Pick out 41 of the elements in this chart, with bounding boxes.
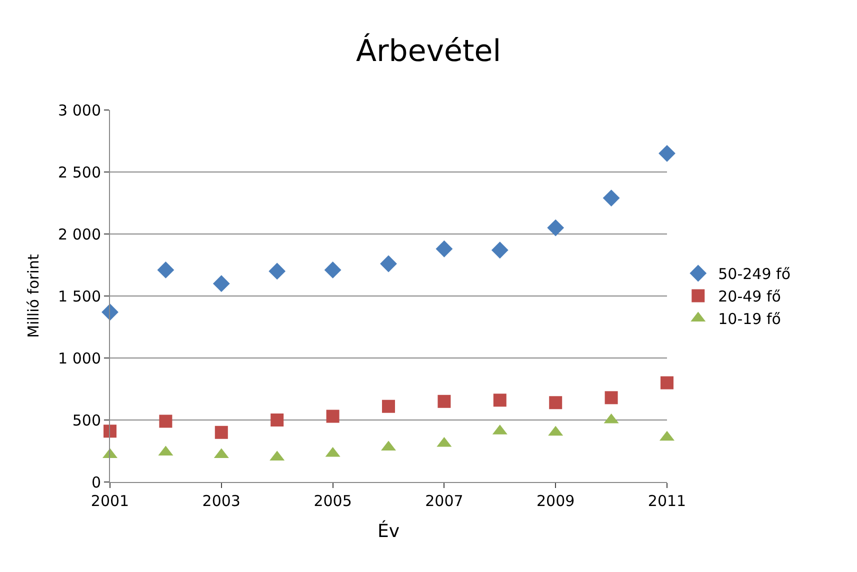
legend-label: 10-19 fő	[718, 310, 781, 328]
legend-label: 20-49 fő	[718, 288, 781, 306]
y-tick-label: 2 000	[58, 225, 101, 244]
x-tick-label: 2009	[536, 492, 575, 510]
x-tick-label: 2001	[90, 492, 130, 510]
point	[660, 376, 674, 390]
point	[438, 394, 451, 408]
y-tick-label: 500	[72, 411, 101, 430]
y-tick-label: 2 500	[58, 163, 101, 182]
point	[324, 262, 342, 278]
point	[157, 262, 174, 278]
point	[102, 304, 118, 321]
point	[104, 424, 116, 438]
x-tick-label: 2011	[648, 492, 686, 510]
x-tick-label: 2005	[314, 492, 352, 510]
point	[326, 410, 340, 423]
point	[549, 396, 562, 410]
y-tick-label: 3 000	[58, 101, 101, 120]
legend-label: 50-249 fő	[718, 265, 790, 284]
y-tick-label: 1 000	[58, 349, 101, 368]
y-axis-title: Millió forint	[24, 254, 42, 338]
point	[380, 255, 397, 272]
point	[436, 240, 453, 258]
x-tick-label: 2003	[202, 492, 240, 510]
point	[491, 242, 508, 259]
point	[604, 391, 618, 404]
point	[602, 190, 620, 206]
x-tick-label: 2007	[425, 492, 464, 510]
point	[214, 426, 228, 439]
y-tick-label: 0	[91, 473, 101, 492]
point	[270, 414, 284, 426]
point	[382, 400, 395, 413]
y-tick-label: 1 500	[58, 287, 101, 306]
point	[493, 394, 506, 407]
point	[159, 414, 172, 428]
point	[658, 144, 676, 162]
point	[547, 219, 564, 236]
x-axis-title: Év	[377, 520, 400, 542]
point	[268, 262, 286, 280]
chart-title: Árbevétel	[356, 33, 502, 70]
point	[212, 275, 230, 292]
